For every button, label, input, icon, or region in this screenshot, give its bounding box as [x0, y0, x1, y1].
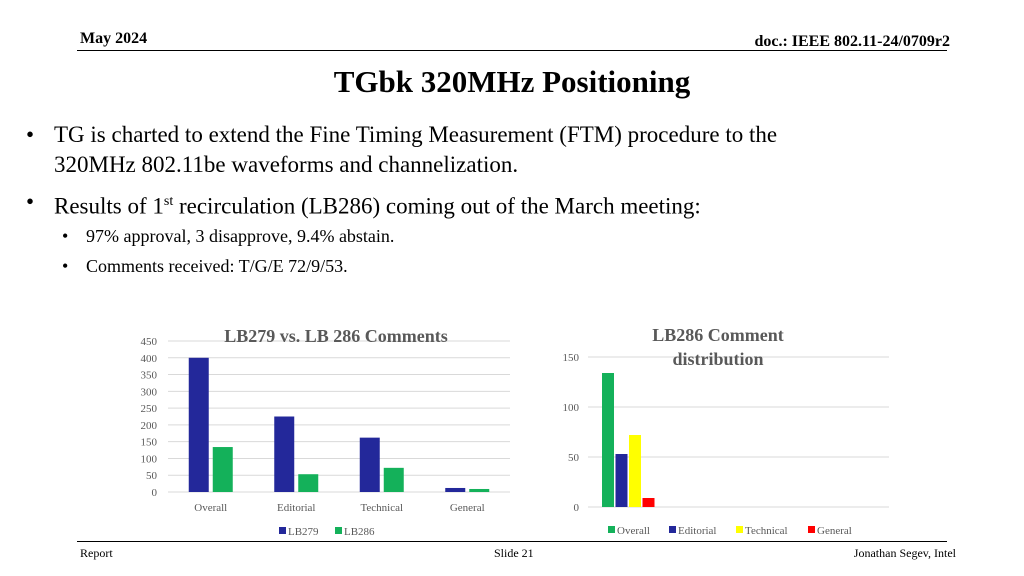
bar-lb279-editorial — [274, 416, 295, 492]
footer-left: Report — [80, 546, 113, 560]
chart-title-line2: distribution — [672, 349, 763, 369]
header-doc-id: doc.: IEEE 802.11-24/0709r2 — [754, 33, 950, 50]
header-rule — [77, 50, 947, 51]
y-tick-label: 50 — [568, 452, 580, 464]
y-tick-label: 0 — [574, 502, 580, 514]
header-date: May 2024 — [80, 30, 148, 47]
slide-title: TGbk 320MHz Positioning — [333, 64, 691, 99]
y-tick-label: 100 — [141, 453, 158, 465]
y-tick-label: 100 — [563, 402, 580, 414]
bullet-2-post: recirculation (LB286) coming out of the … — [173, 193, 701, 219]
bullet-2-sup: st — [163, 194, 174, 209]
sub-bullet-1-text: 97% approval, 3 disapprove, 9.4% abstain… — [86, 226, 395, 246]
bullet-1: • TG is charted to extend the Fine Timin… — [26, 120, 954, 180]
legend-swatch-lb279 — [279, 527, 286, 534]
x-tick-label: Technical — [360, 502, 403, 514]
bullet-dot: • — [26, 189, 35, 214]
bar-overall — [602, 373, 614, 507]
bar-technical — [629, 435, 641, 507]
legend-label-overall: Overall — [617, 525, 650, 537]
x-tick-label: Overall — [194, 502, 227, 514]
bar-lb279-general — [445, 487, 466, 492]
y-tick-label: 200 — [141, 420, 158, 432]
legend-label-general: General — [817, 525, 852, 537]
bar-lb286-overall — [212, 447, 233, 492]
footer-rule — [77, 541, 947, 542]
y-tick-label: 300 — [141, 386, 158, 398]
legend-swatch-overall — [608, 526, 615, 533]
bar-lb286-editorial — [298, 474, 319, 492]
y-tick-label: 150 — [563, 352, 580, 364]
bar-lb286-technical — [383, 467, 404, 492]
sub-bullet-2: • Comments received: T/G/E 72/9/53. — [62, 254, 348, 278]
y-tick-label: 450 — [141, 336, 158, 348]
y-tick-label: 400 — [141, 353, 158, 365]
bar-general — [642, 498, 655, 507]
bar-lb279-technical — [359, 437, 380, 492]
legend-label-technical: Technical — [745, 525, 788, 537]
legend-label-lb286: LB286 — [344, 526, 375, 538]
footer-slide-number: Slide 21 — [494, 546, 534, 560]
legend-swatch-editorial — [669, 526, 676, 533]
bar-editorial — [615, 454, 628, 507]
sub-bullet-1: • 97% approval, 3 disapprove, 9.4% absta… — [62, 224, 395, 248]
bullet-2: • Results of 1st recirculation (LB286) c… — [26, 187, 974, 222]
sub-bullet-2-text: Comments received: T/G/E 72/9/53. — [86, 256, 348, 276]
bullet-2-pre: Results of 1 — [54, 193, 164, 219]
legend-swatch-lb286 — [335, 527, 342, 534]
bullet-dot: • — [62, 256, 69, 276]
x-tick-label: General — [450, 502, 485, 514]
y-tick-label: 350 — [141, 370, 158, 382]
chart-title: LB279 vs. LB 286 Comments — [224, 326, 448, 346]
y-tick-label: 150 — [141, 437, 158, 449]
x-tick-label: Editorial — [277, 502, 316, 514]
bar-lb279-overall — [188, 357, 209, 492]
bullet-1-line1: TG is charted to extend the Fine Timing … — [54, 122, 778, 147]
legend-label-lb279: LB279 — [288, 526, 319, 538]
y-tick-label: 50 — [146, 470, 158, 482]
bullet-dot: • — [26, 122, 35, 147]
bar-lb286-general — [469, 488, 490, 492]
legend-swatch-general — [808, 526, 815, 533]
y-tick-label: 250 — [141, 403, 158, 415]
y-tick-label: 0 — [152, 487, 158, 499]
bullet-dot: • — [62, 226, 69, 246]
legend-swatch-technical — [736, 526, 743, 533]
legend-label-editorial: Editorial — [678, 525, 717, 537]
chart-title-line1: LB286 Comment — [652, 325, 784, 345]
bullet-1-line2: 320MHz 802.11be waveforms and channeliza… — [54, 152, 519, 177]
footer-author: Jonathan Segev, Intel — [853, 546, 956, 560]
